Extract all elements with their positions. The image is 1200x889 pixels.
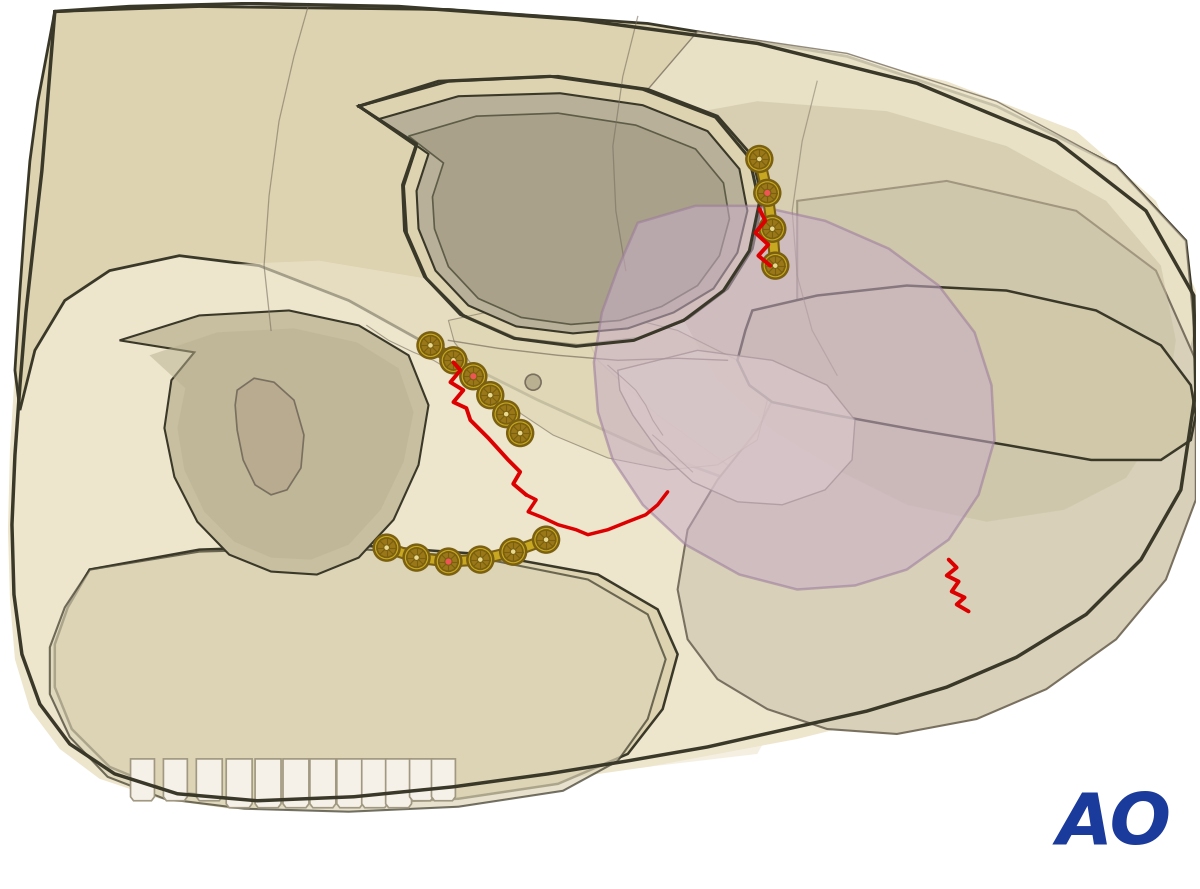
Circle shape: [444, 350, 463, 370]
Circle shape: [478, 557, 484, 563]
Circle shape: [762, 219, 782, 238]
Circle shape: [504, 542, 523, 561]
Polygon shape: [432, 759, 456, 801]
Circle shape: [536, 530, 556, 549]
Polygon shape: [511, 535, 547, 557]
Polygon shape: [479, 547, 515, 565]
Circle shape: [756, 156, 762, 162]
Polygon shape: [337, 759, 362, 808]
Circle shape: [763, 189, 770, 196]
Polygon shape: [738, 285, 1195, 460]
Polygon shape: [55, 545, 678, 804]
Circle shape: [478, 382, 503, 408]
Circle shape: [533, 526, 559, 553]
Polygon shape: [150, 328, 414, 559]
Circle shape: [493, 401, 520, 427]
Circle shape: [773, 263, 778, 268]
Circle shape: [470, 550, 490, 569]
Circle shape: [403, 545, 430, 571]
Circle shape: [503, 412, 509, 417]
Circle shape: [480, 386, 500, 404]
Polygon shape: [227, 759, 252, 808]
Circle shape: [526, 374, 541, 390]
Circle shape: [373, 534, 400, 561]
Polygon shape: [283, 759, 308, 808]
Circle shape: [517, 430, 523, 436]
Circle shape: [436, 549, 461, 574]
Polygon shape: [762, 192, 778, 229]
Polygon shape: [50, 548, 666, 812]
Polygon shape: [594, 206, 995, 589]
Polygon shape: [197, 759, 222, 801]
Polygon shape: [678, 181, 1195, 734]
Polygon shape: [416, 553, 449, 566]
Polygon shape: [450, 356, 476, 380]
Circle shape: [461, 364, 486, 389]
Polygon shape: [767, 228, 780, 266]
Text: AO: AO: [1056, 789, 1171, 859]
Polygon shape: [618, 350, 854, 505]
Polygon shape: [408, 113, 730, 324]
Circle shape: [497, 404, 516, 424]
Circle shape: [755, 180, 780, 206]
Polygon shape: [755, 158, 772, 194]
Polygon shape: [361, 759, 388, 808]
Polygon shape: [256, 759, 281, 808]
Polygon shape: [310, 759, 336, 808]
Polygon shape: [448, 555, 481, 566]
Circle shape: [487, 392, 493, 398]
Polygon shape: [427, 341, 456, 364]
Circle shape: [762, 252, 788, 278]
Circle shape: [414, 555, 419, 560]
Polygon shape: [469, 372, 494, 398]
Polygon shape: [503, 411, 524, 436]
Polygon shape: [235, 378, 304, 495]
Circle shape: [377, 538, 396, 557]
Circle shape: [467, 547, 493, 573]
Circle shape: [384, 545, 390, 550]
Circle shape: [769, 226, 775, 232]
Circle shape: [757, 183, 778, 203]
Circle shape: [407, 548, 426, 567]
Circle shape: [463, 366, 484, 386]
Polygon shape: [449, 306, 767, 470]
Polygon shape: [120, 310, 428, 574]
Circle shape: [510, 549, 516, 555]
Polygon shape: [14, 6, 1195, 530]
Polygon shape: [385, 759, 412, 808]
Polygon shape: [131, 759, 155, 801]
Polygon shape: [648, 101, 1176, 522]
Polygon shape: [163, 759, 187, 801]
Polygon shape: [385, 543, 418, 563]
Circle shape: [427, 342, 433, 348]
Circle shape: [421, 336, 440, 355]
Polygon shape: [409, 759, 433, 801]
Circle shape: [746, 146, 773, 172]
Polygon shape: [20, 260, 797, 794]
Circle shape: [760, 216, 785, 242]
Circle shape: [439, 552, 458, 572]
Circle shape: [440, 348, 467, 373]
Circle shape: [469, 372, 476, 380]
Circle shape: [445, 558, 452, 565]
Circle shape: [418, 332, 444, 358]
Polygon shape: [379, 93, 748, 333]
Circle shape: [544, 537, 548, 542]
Circle shape: [500, 539, 526, 565]
Polygon shape: [568, 31, 1195, 570]
Polygon shape: [359, 76, 762, 345]
Circle shape: [750, 149, 769, 169]
Polygon shape: [8, 6, 1195, 809]
Circle shape: [508, 420, 533, 446]
Circle shape: [510, 423, 530, 443]
Polygon shape: [486, 392, 510, 417]
Circle shape: [450, 357, 456, 363]
Circle shape: [766, 256, 785, 276]
